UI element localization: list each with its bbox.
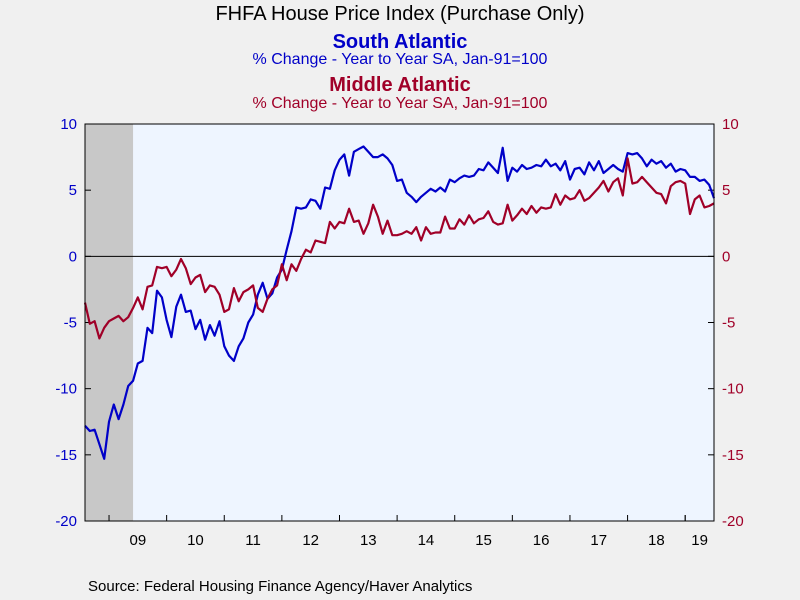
y-tick-label-right: 5 — [722, 182, 730, 199]
series-line-middle-atlantic — [83, 157, 715, 340]
y-tick-label-left: -5 — [64, 315, 77, 332]
y-tick-label-right: 0 — [722, 248, 730, 265]
series-middle-atlantic-subtitle: % Change - Year to Year SA, Jan-91=100 — [252, 95, 548, 112]
y-tick-label-left: -10 — [55, 381, 77, 398]
series-line-south-atlantic — [84, 145, 716, 460]
axis-labels: 10 5 0 -5 -10 -15 -20 10 5 0 -5 -10 -15 -20 09 10 11 12 13… — [55, 116, 743, 549]
y-tick-label-left: -20 — [55, 513, 77, 530]
y-tick-label-right: -5 — [722, 315, 735, 332]
x-tick-label: 12 — [302, 532, 319, 549]
x-tick-label: 11 — [245, 532, 261, 549]
source-note: Source: Federal Housing Finance Agency/H… — [88, 578, 473, 595]
y-tick-label-left: -15 — [55, 447, 77, 464]
y-tick-label-right: -10 — [722, 381, 744, 398]
plot-frame — [84, 123, 715, 522]
series-middle-atlantic-name: Middle Atlantic — [329, 74, 471, 96]
x-tick-label: 14 — [418, 532, 435, 549]
series-south-atlantic-name: South Atlantic — [332, 31, 468, 53]
y-tick-label-right: -20 — [722, 513, 744, 530]
x-tick-label: 13 — [360, 532, 377, 549]
x-tick-label: 18 — [648, 532, 665, 549]
y-tick-label-left: 5 — [69, 182, 77, 199]
y-tick-label-right: -15 — [722, 447, 744, 464]
series-lines — [83, 145, 716, 460]
x-tick-label: 10 — [187, 532, 204, 549]
x-tick-label: 16 — [533, 532, 550, 549]
chart-title: FHFA House Price Index (Purchase Only) — [215, 3, 585, 25]
x-tick-label: 17 — [590, 532, 607, 549]
x-tick-label: 09 — [129, 532, 146, 549]
y-tick-label-left: 10 — [60, 116, 77, 133]
x-tick-label: 15 — [475, 532, 492, 549]
series-south-atlantic-subtitle: % Change - Year to Year SA, Jan-91=100 — [252, 51, 548, 68]
y-tick-label-left: 0 — [69, 248, 77, 265]
x-tick-label: 19 — [691, 532, 708, 549]
y-tick-label-right: 10 — [722, 116, 739, 133]
